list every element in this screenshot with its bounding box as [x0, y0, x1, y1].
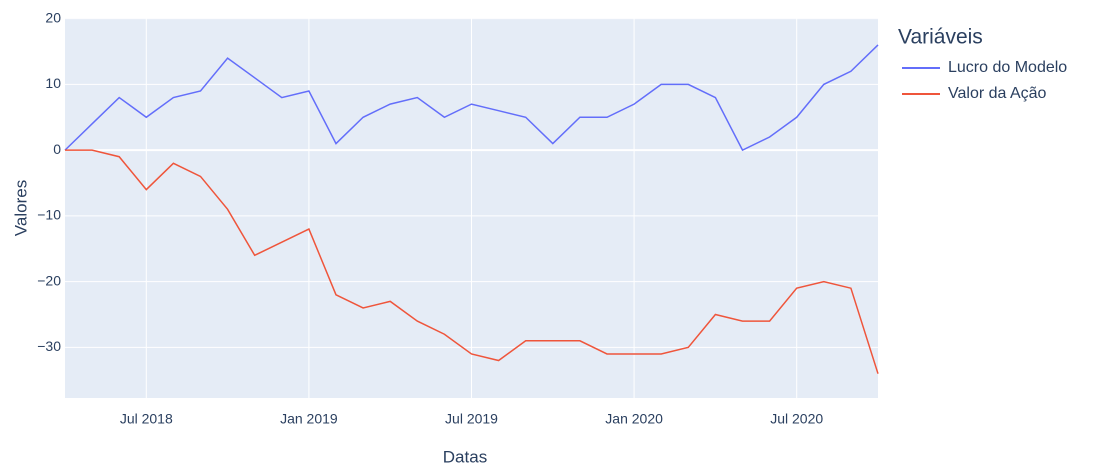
y-tick-label: −20 [37, 272, 61, 288]
x-tick-label: Jan 2019 [280, 411, 338, 427]
y-tick-label: 0 [53, 141, 61, 157]
y-tick-label: −30 [37, 338, 61, 354]
y-tick-label: 20 [45, 9, 61, 25]
line-series [64, 44, 879, 152]
legend-label: Lucro do Modelo [948, 59, 1067, 76]
x-tick-label: Jul 2020 [770, 411, 823, 427]
y-axis-title: Valores [11, 180, 30, 236]
x-tick-label: Jul 2019 [445, 411, 498, 427]
x-axis-title: Datas [443, 447, 487, 466]
y-tick-label: 10 [45, 75, 61, 91]
x-tick-label: Jan 2020 [605, 411, 663, 427]
legend-title: Variáveis [898, 26, 983, 49]
x-tick-label: Jul 2018 [120, 411, 173, 427]
legend-label: Valor da Ação [948, 85, 1047, 102]
line-series [65, 149, 879, 374]
y-tick-label: −10 [37, 207, 61, 223]
